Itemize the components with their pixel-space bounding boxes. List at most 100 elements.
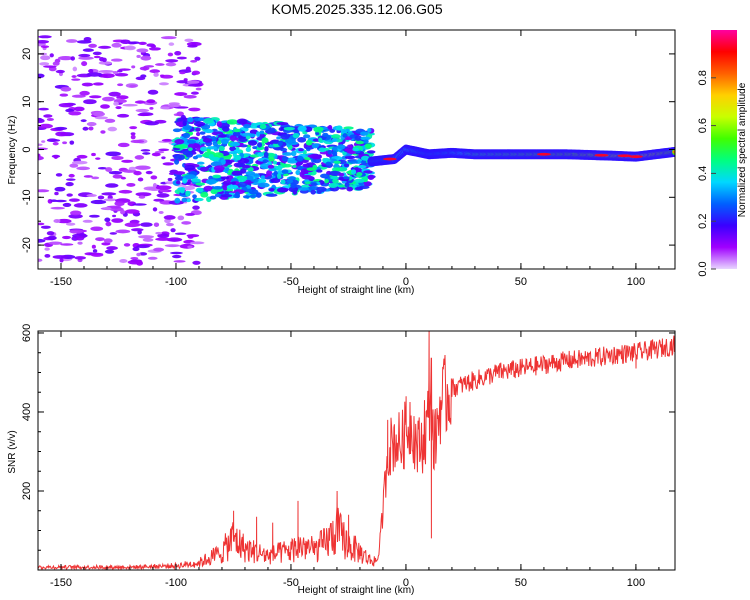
spectral-blob	[101, 192, 117, 196]
spectral-blob	[167, 103, 181, 108]
spectral-blob	[147, 89, 159, 95]
spectral-blob	[149, 69, 161, 74]
spectral-blob	[218, 145, 225, 152]
spectral-blob	[40, 55, 51, 61]
spectral-blob	[295, 170, 301, 176]
spectral-blob	[234, 154, 242, 161]
spectral-blob	[320, 173, 330, 179]
spectral-blob	[182, 178, 188, 184]
y-tick-label: 10	[21, 96, 33, 108]
spectral-blob	[78, 53, 91, 58]
spectral-blob	[136, 48, 149, 53]
colorbar-gradient	[711, 30, 737, 269]
spectral-blob	[132, 246, 140, 252]
spectral-blob	[195, 87, 202, 91]
spectral-blob	[165, 59, 179, 63]
spectral-blob	[247, 167, 254, 172]
spectral-blob	[360, 155, 370, 161]
spectral-blob	[88, 69, 94, 74]
spectral-blob	[327, 149, 333, 155]
spectral-blob	[187, 235, 194, 239]
spectral-blob	[174, 139, 185, 145]
spectral-blob	[159, 188, 169, 193]
spectral-blob	[153, 72, 159, 77]
spectral-blob	[333, 160, 342, 164]
spectral-blob	[216, 121, 223, 128]
spectral-blob	[164, 181, 176, 185]
spectral-blob	[150, 44, 157, 48]
spectral-blob	[364, 143, 372, 149]
snr-y-axis-label: SNR (v/v)	[7, 430, 18, 473]
spectral-blob	[158, 210, 164, 215]
snr-series	[38, 331, 675, 570]
spectral-blob	[105, 151, 121, 157]
spectral-blob	[222, 126, 230, 132]
spectral-blob	[117, 113, 130, 118]
spectral-blob	[103, 238, 113, 244]
spectral-blob	[102, 96, 115, 102]
spectral-blob	[296, 155, 304, 161]
spectral-blob	[303, 134, 311, 139]
spectral-blob	[52, 141, 59, 146]
spectral-blob	[276, 136, 281, 140]
spectral-blob	[322, 132, 329, 138]
spectral-blob	[266, 169, 273, 176]
spectral-blob	[52, 61, 60, 66]
spectral-blob	[186, 80, 200, 84]
spectral-blob	[235, 162, 246, 168]
spectral-blob	[245, 135, 251, 140]
spectral-blob	[173, 171, 186, 175]
figure-title: KOM5.2025.335.12.06.G05	[271, 1, 443, 17]
spectral-blob	[133, 170, 142, 176]
spectral-blob	[142, 152, 151, 155]
spectral-blob	[213, 165, 225, 172]
spectral-blob	[217, 134, 227, 138]
spectral-blob	[129, 84, 137, 88]
spectral-blob	[331, 134, 341, 139]
spectral-blob	[225, 167, 230, 172]
spectral-blob	[118, 189, 133, 194]
spectral-blob	[69, 229, 84, 234]
spectral-blob	[324, 178, 329, 184]
spectral-blob	[38, 40, 50, 44]
spectral-blob	[292, 164, 297, 168]
spectral-blob	[367, 128, 372, 133]
spectral-blob	[38, 35, 52, 39]
spectral-blob	[73, 106, 85, 112]
spectral-blob	[65, 108, 75, 113]
spectral-blob	[38, 118, 45, 124]
spectral-blob	[39, 62, 50, 66]
colorbar-tick-label: 0.2	[697, 214, 709, 229]
spectral-blob	[70, 56, 76, 61]
spectral-blob	[202, 137, 213, 143]
spectral-blob	[253, 173, 259, 177]
spectral-blob	[347, 144, 353, 149]
y-tick-label: 20	[21, 48, 33, 60]
spectral-blob	[70, 210, 82, 216]
spectral-blob	[38, 222, 45, 226]
spectral-blob	[83, 99, 97, 105]
spectral-blob	[143, 186, 157, 191]
spectral-blob	[257, 152, 264, 157]
spectral-blob	[82, 126, 89, 131]
spectral-blob	[54, 191, 59, 196]
spectral-blob	[107, 126, 118, 132]
y-tick-label: -20	[21, 237, 33, 253]
spectral-blob	[291, 150, 297, 157]
spectral-blob	[155, 237, 172, 241]
spectral-blob	[184, 174, 196, 180]
spectral-blob	[355, 140, 365, 145]
spectral-blob	[58, 102, 74, 108]
spectral-blob	[354, 186, 364, 191]
spectral-blob	[104, 217, 111, 223]
spectral-blob	[79, 90, 90, 96]
spectral-blob	[55, 173, 63, 177]
spectral-blob	[199, 131, 206, 135]
spectral-blob	[50, 139, 61, 142]
spectral-blob	[265, 193, 278, 197]
spectral-blob	[214, 193, 223, 198]
spectral-blob	[135, 76, 146, 81]
spectral-blob	[41, 140, 46, 143]
spectral-blob	[183, 94, 197, 99]
